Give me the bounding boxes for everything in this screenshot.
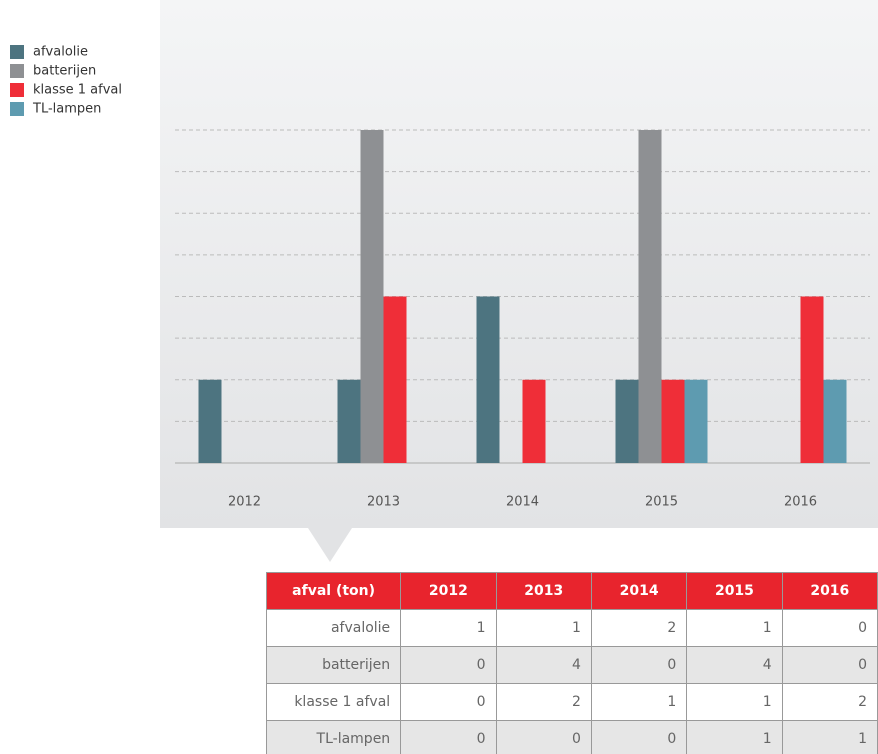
header-cell: 2014	[590, 572, 688, 610]
x-tick-label: 2015	[645, 495, 678, 510]
header-cell: 2015	[686, 572, 783, 610]
header-row: afval (ton) 2012 2013 2014 2015 2016	[265, 572, 878, 610]
bar	[661, 379, 685, 463]
bar	[360, 130, 384, 463]
header-cell: 2013	[495, 572, 592, 610]
table-cell: 1	[686, 720, 783, 754]
x-tick-label: 2012	[228, 495, 261, 510]
header-cell: afval (ton)	[265, 572, 402, 610]
table-cell: 0	[781, 609, 878, 647]
bar	[800, 296, 824, 463]
table-cell: 1	[400, 609, 497, 647]
legend-label: afvalolie	[33, 45, 88, 60]
bar	[522, 379, 546, 463]
header-cell: 2016	[781, 572, 878, 610]
table-cell: 1	[686, 683, 783, 721]
table-cell: 0	[400, 646, 497, 684]
table-row: TL-lampen 0 0 0 1 1	[265, 720, 878, 754]
table-cell: 1	[686, 609, 783, 647]
table-cell: 1	[781, 720, 878, 754]
bar	[476, 296, 500, 463]
table-cell: 0	[590, 646, 688, 684]
x-tick-label: 2013	[367, 495, 400, 510]
legend-swatch	[10, 64, 24, 78]
legend-swatch	[10, 83, 24, 97]
pointer	[308, 528, 352, 562]
bar	[823, 379, 847, 463]
table-row: klasse 1 afval 0 2 1 1 2	[265, 683, 878, 721]
chart-panel	[160, 0, 878, 528]
x-tick-label: 2016	[784, 495, 817, 510]
legend-label: klasse 1 afval	[33, 83, 122, 98]
bar	[337, 379, 361, 463]
table-cell: 0	[781, 646, 878, 684]
table-cell: 1	[495, 609, 592, 647]
table-row: afvalolie 1 1 2 1 0	[265, 609, 878, 647]
x-tick-label: 2014	[506, 495, 539, 510]
table-cell: 0	[400, 720, 497, 754]
table-cell: 4	[495, 646, 592, 684]
table-cell: 2	[590, 609, 688, 647]
legend-label: TL-lampen	[32, 102, 101, 117]
table-cell: 2	[781, 683, 878, 721]
bar	[383, 296, 407, 463]
bar	[638, 130, 662, 463]
row-label: batterijen	[265, 646, 402, 684]
row-label: klasse 1 afval	[265, 683, 402, 721]
legend-label: batterijen	[33, 64, 96, 79]
row-label: TL-lampen	[265, 720, 402, 754]
header-cell: 2012	[400, 572, 497, 610]
row-label: afvalolie	[265, 609, 402, 647]
table-cell: 0	[590, 720, 688, 754]
table-cell: 1	[590, 683, 688, 721]
chart: afvalolie batterijen klasse 1 afval TL-lamp…	[10, 0, 878, 562]
table-cell: 2	[495, 683, 592, 721]
legend-swatch	[10, 45, 24, 59]
bar	[198, 379, 222, 463]
legend-swatch	[10, 102, 24, 116]
table-cell: 4	[686, 646, 783, 684]
table-cell: 0	[495, 720, 592, 754]
bar	[615, 379, 639, 463]
bar	[684, 379, 708, 463]
table-row: batterijen 0 4 0 4 0	[265, 646, 878, 684]
data-table: afval (ton) 2012 2013 2014 2015 2016 afvalolie…	[265, 572, 878, 754]
table-cell: 0	[400, 683, 497, 721]
